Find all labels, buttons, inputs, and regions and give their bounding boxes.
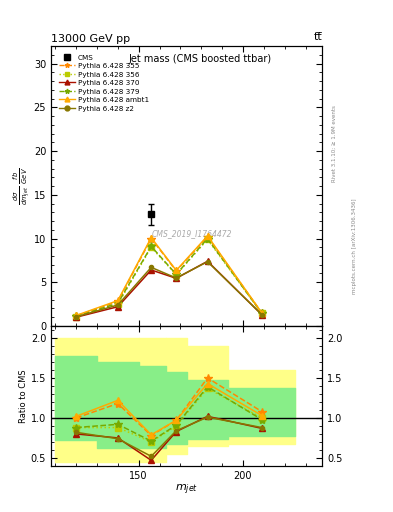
Legend: CMS, Pythia 6.428 355, Pythia 6.428 356, Pythia 6.428 370, Pythia 6.428 379, Pyt: CMS, Pythia 6.428 355, Pythia 6.428 356,… (57, 53, 150, 113)
Y-axis label: $\frac{d\sigma}{dm_{jet}}$ $\frac{fb}{GeV}$: $\frac{d\sigma}{dm_{jet}}$ $\frac{fb}{Ge… (12, 167, 32, 205)
Text: mcplots.cern.ch [arXiv:1306.3436]: mcplots.cern.ch [arXiv:1306.3436] (352, 198, 357, 293)
X-axis label: $m_{jet}$: $m_{jet}$ (175, 482, 198, 497)
Y-axis label: Ratio to CMS: Ratio to CMS (19, 369, 28, 423)
Text: Jet mass (CMS boosted ttbar): Jet mass (CMS boosted ttbar) (129, 54, 272, 65)
Text: tt̅: tt̅ (314, 32, 322, 42)
Text: Rivet 3.1.10; ≥ 1.9M events: Rivet 3.1.10; ≥ 1.9M events (332, 105, 337, 182)
Text: 13000 GeV pp: 13000 GeV pp (51, 34, 130, 44)
Text: CMS_2019_I1764472: CMS_2019_I1764472 (152, 229, 232, 238)
